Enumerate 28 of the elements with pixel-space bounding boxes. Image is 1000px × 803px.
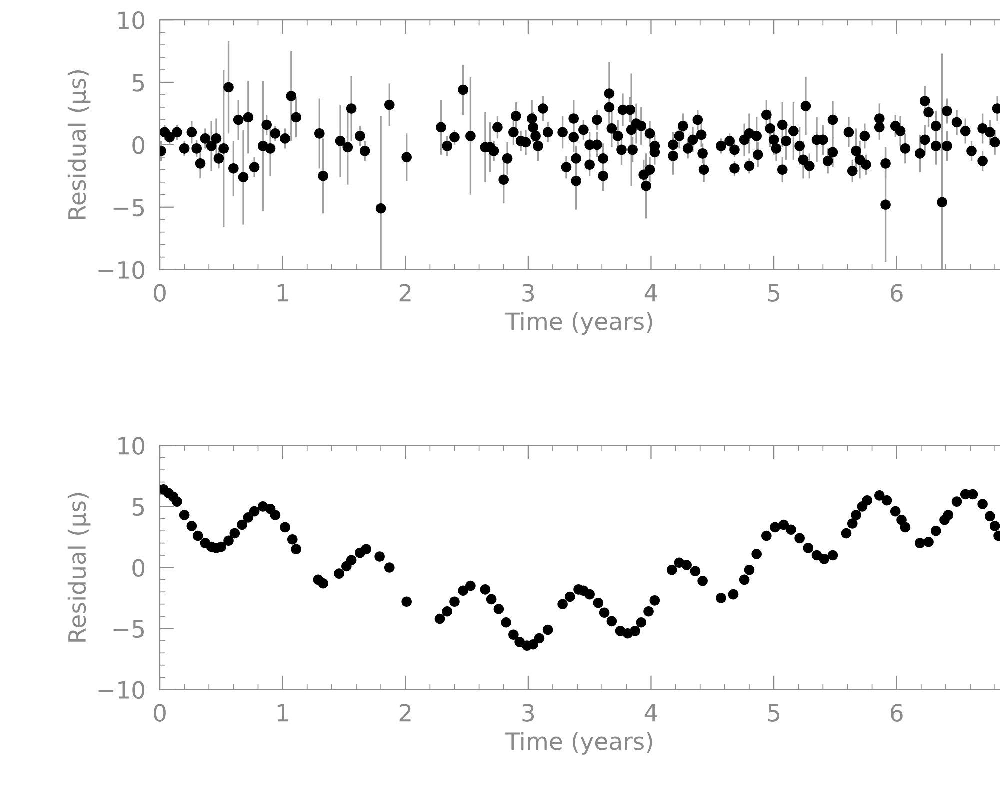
x-tick-label: 2	[400, 704, 411, 722]
y-tick-label: 0	[132, 136, 145, 154]
y-tick-label: −5	[114, 620, 144, 638]
x-tick-label: 6	[890, 284, 903, 302]
x-tick-label: 2	[400, 284, 411, 302]
x-axis-title: Time (years)	[506, 312, 652, 335]
y-tick-label: 10	[118, 12, 145, 30]
x-tick-label: 5	[768, 284, 780, 302]
x-tick-label: 5	[768, 704, 780, 722]
y-tick-label: −10	[98, 681, 145, 700]
x-tick-label: 0	[154, 704, 166, 722]
y-tick-label: 0	[132, 559, 145, 578]
y-tick-label: 5	[132, 74, 144, 92]
x-tick-label: 1	[278, 704, 288, 722]
y-axis-title: Residual (μs)	[68, 70, 91, 220]
y-tick-label: −5	[114, 199, 144, 217]
y-tick-label: 5	[132, 498, 144, 516]
x-tick-label: 1	[278, 284, 288, 302]
x-tick-label: 4	[644, 284, 658, 302]
x-axis-title: Time (years)	[506, 732, 652, 755]
y-axis-title: Residual (μs)	[68, 493, 91, 642]
x-tick-label: 0	[154, 284, 166, 302]
x-tick-label: 3	[522, 284, 534, 302]
x-tick-label: 4	[644, 704, 658, 722]
x-tick-label: 6	[890, 704, 903, 722]
y-tick-label: −10	[98, 261, 145, 280]
y-tick-label: 10	[118, 437, 145, 455]
x-tick-label: 3	[522, 704, 534, 722]
